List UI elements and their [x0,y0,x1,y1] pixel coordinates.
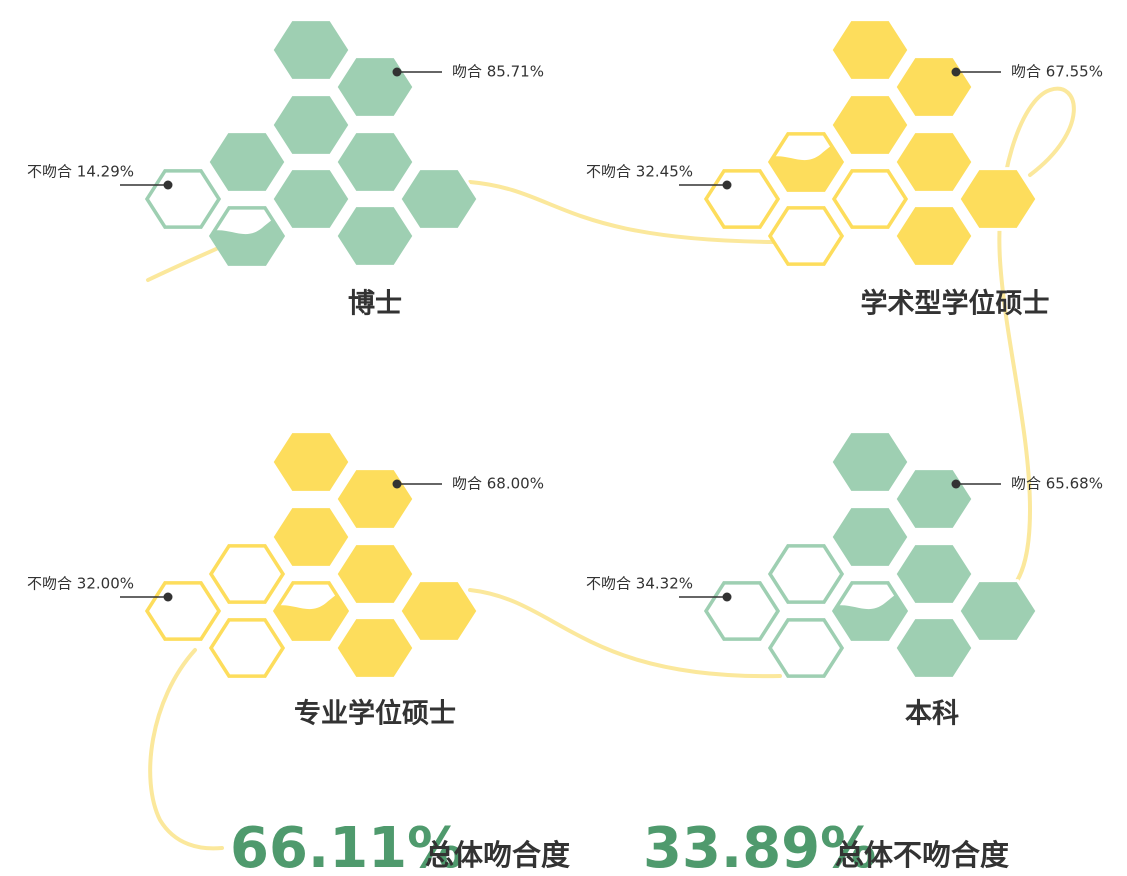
hexagon [272,432,350,493]
hexagon [336,57,414,118]
curve [999,89,1073,590]
hexagon-outline [770,208,842,264]
hexagon [336,469,414,530]
groups: 吻合 85.71% 不吻合 14.29% 博士 吻合 67.55% 不吻合 32.45%… [27,20,1103,730]
honeycomb-group: 吻合 85.71% 不吻合 14.29% 博士 [27,20,544,320]
hexagon-outline [211,546,283,602]
honeycomb-group: 吻合 68.00% 不吻合 32.00% 专业学位硕士 [27,432,544,730]
overall-match-label: 总体吻合度 [425,838,570,872]
callout-dot [723,181,732,190]
hexagon [895,618,973,679]
hexagon [959,581,1037,642]
match-label: 吻合 67.55% [1011,63,1103,81]
hexagon [831,20,909,81]
honeycomb-group: 吻合 65.68% 不吻合 34.32% 本科 [586,432,1103,730]
hexagon [895,469,973,530]
hexagon [336,544,414,605]
hexagon [400,169,478,230]
hexagon-outline [706,171,778,227]
hexagon [831,507,909,568]
callout-dot [393,480,402,489]
callout-dot [952,480,961,489]
hexagon [272,20,350,81]
match-label: 吻合 68.00% [452,475,544,493]
mismatch-label: 不吻合 34.32% [586,575,693,593]
hexagon [831,95,909,156]
hexagon-outline [211,620,283,676]
hexagon [895,57,973,118]
callout-dot [952,68,961,77]
hexagon [336,206,414,267]
group-title: 博士 [348,288,402,320]
hexagon-outline [147,171,219,227]
group-title: 专业学位硕士 [294,698,456,730]
overall-mismatch-label: 总体不吻合度 [835,838,1009,872]
mismatch-label: 不吻合 32.00% [27,575,134,593]
hexagon [895,544,973,605]
group-title: 学术型学位硕士 [861,288,1050,320]
hexagon [272,507,350,568]
hexagon [272,169,350,230]
infographic: 吻合 85.71% 不吻合 14.29% 博士 吻合 67.55% 不吻合 32.45%… [0,0,1127,876]
hexagon-outline [706,583,778,639]
hexagon-outline [147,583,219,639]
callout-dot [393,68,402,77]
mismatch-label: 不吻合 32.45% [586,163,693,181]
callout-dot [723,593,732,602]
hexagon-outline [770,546,842,602]
hexagon [208,132,286,193]
group-title: 本科 [905,699,959,730]
match-label: 吻合 65.68% [1011,475,1103,493]
hexagon-outline [834,171,906,227]
match-label: 吻合 85.71% [452,63,544,81]
hexagon [831,432,909,493]
mismatch-label: 不吻合 14.29% [27,163,134,181]
hexagon-outline [770,620,842,676]
honeycomb-group: 吻合 67.55% 不吻合 32.45% 学术型学位硕士 [586,20,1103,320]
callout-dot [164,593,173,602]
callout-dot [164,181,173,190]
hexagon [336,618,414,679]
hexagon [400,581,478,642]
hexagon [272,95,350,156]
hexagon [959,169,1037,230]
curve [150,650,222,848]
hexagon [895,206,973,267]
hexagon [895,132,973,193]
hexagon [336,132,414,193]
